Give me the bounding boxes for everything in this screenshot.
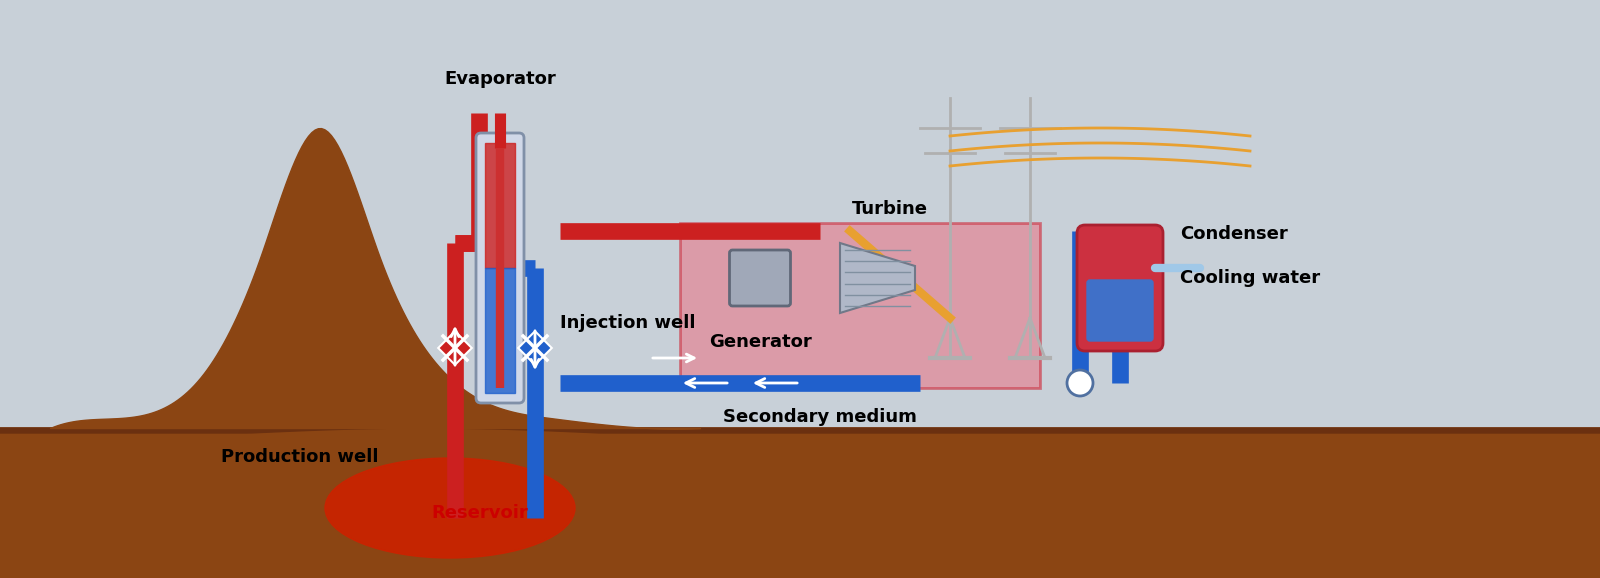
Text: Condenser: Condenser [1181,225,1288,243]
FancyBboxPatch shape [730,250,790,306]
Ellipse shape [325,458,574,558]
FancyBboxPatch shape [485,143,515,268]
Text: Turbine: Turbine [851,200,928,218]
Text: Cooling water: Cooling water [1181,269,1320,287]
Text: Reservoir: Reservoir [432,504,528,522]
Polygon shape [438,331,472,365]
FancyBboxPatch shape [1077,225,1163,351]
Text: Generator: Generator [709,333,811,351]
FancyBboxPatch shape [477,133,525,403]
Polygon shape [840,243,915,313]
Circle shape [1067,370,1093,396]
Text: Evaporator: Evaporator [445,70,555,88]
Polygon shape [518,331,552,365]
Text: Secondary medium: Secondary medium [723,408,917,426]
FancyBboxPatch shape [680,223,1040,388]
FancyBboxPatch shape [1086,280,1154,341]
FancyBboxPatch shape [485,268,515,393]
Text: Production well: Production well [221,448,379,466]
Text: Injection well: Injection well [560,314,696,332]
